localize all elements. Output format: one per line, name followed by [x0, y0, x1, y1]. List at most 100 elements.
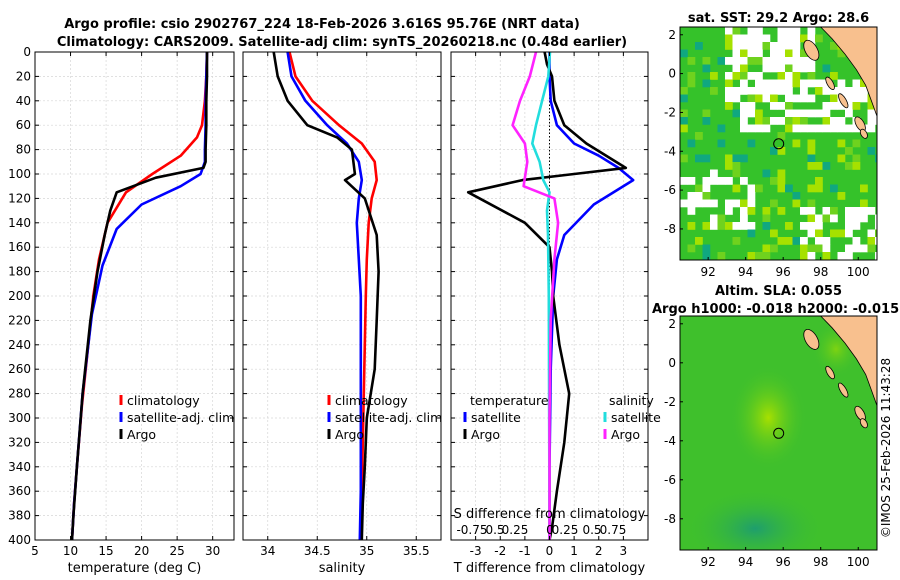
sst-cell — [732, 34, 741, 43]
sst-cell — [747, 109, 756, 118]
sst-cell — [845, 252, 853, 260]
sst-cell — [822, 64, 831, 73]
sst-cell — [755, 117, 763, 125]
sst-cell — [770, 57, 778, 65]
sst-cell — [830, 259, 838, 260]
sst-cell — [800, 64, 808, 73]
sst-cell — [695, 154, 703, 163]
sst-cell — [837, 87, 846, 95]
sst-cell — [747, 94, 756, 103]
sst-cell — [740, 222, 748, 230]
sla-low-anomaly — [685, 488, 826, 550]
sst-cell — [747, 42, 756, 50]
diff-xtick-label: -2 — [494, 544, 506, 558]
sst-cell — [755, 57, 763, 65]
sla-high-anomaly — [718, 350, 829, 501]
sst-cell — [800, 244, 808, 253]
sst-cell — [785, 237, 793, 245]
temp-xtick-label: 25 — [170, 544, 185, 558]
panel-difference: -3 -2 -1 0 1 2 3 T difference from climatology t… — [450, 51, 661, 576]
sst-cell — [785, 72, 793, 80]
sst-cell — [845, 124, 853, 133]
sst-cell — [695, 42, 703, 50]
sst-cell — [680, 154, 688, 163]
sst-cell — [770, 49, 778, 58]
sst-cell — [732, 154, 741, 163]
sla_map-xtick-label: 94 — [738, 555, 753, 569]
sla_map-ytick-label: -8 — [664, 512, 676, 526]
sst-cell — [860, 94, 868, 103]
depth-tick-label: 20 — [16, 69, 31, 83]
sst-cell — [770, 229, 778, 238]
sst-cell — [830, 229, 838, 238]
depth-tick-label: 240 — [8, 338, 31, 352]
sst-cell — [822, 162, 831, 170]
sst-cell — [822, 117, 831, 125]
sst-cell — [822, 102, 831, 110]
sst-cell — [680, 109, 688, 118]
sla_map-xtick-label: 92 — [701, 555, 716, 569]
sst-cell — [867, 237, 876, 245]
sst-cell — [725, 154, 733, 163]
temp-xtick-label: 15 — [98, 544, 113, 558]
sst-cell — [785, 184, 793, 193]
sst_map-frame — [679, 26, 878, 261]
sst-cell — [747, 192, 756, 200]
sst-cell — [875, 117, 877, 125]
island — [859, 418, 868, 429]
sst-cell — [725, 207, 733, 215]
diff-top-tick-label: -0.75 — [456, 523, 487, 537]
sumatra-land — [820, 316, 877, 406]
sst-cell — [792, 64, 801, 73]
sst-cell — [807, 222, 816, 230]
sst-cell — [875, 237, 877, 245]
sst-cell — [875, 229, 877, 238]
sst-cell — [777, 147, 786, 155]
sst-cell — [792, 237, 801, 245]
sst-cell — [800, 252, 808, 260]
temp-xtick-label: 30 — [205, 544, 220, 558]
sst-cell — [702, 117, 711, 125]
sst-cell — [747, 252, 756, 260]
sst-cell — [740, 49, 748, 58]
sst_map-ytick-label: 2 — [668, 28, 676, 42]
depth-tick-label: 160 — [8, 240, 31, 254]
sst-cell — [822, 214, 831, 223]
sst-cell — [875, 252, 877, 260]
sst-cell — [747, 27, 756, 35]
sla_map-ytick-label: -6 — [664, 473, 676, 487]
sst-cell — [710, 177, 718, 185]
sst-cell — [852, 94, 861, 103]
sst-cell — [852, 214, 861, 223]
depth-tick-label: 100 — [8, 167, 31, 181]
diff-xtick-label: 0 — [546, 544, 554, 558]
sst-cell — [830, 94, 838, 103]
sst-cell — [725, 34, 733, 43]
sst-cell — [807, 109, 816, 118]
sst-cell — [770, 177, 778, 185]
sst-cell — [785, 49, 793, 58]
sst-cell — [852, 139, 861, 148]
sst_map-ytick-label: 0 — [668, 67, 676, 81]
sal-legend-label: Argo — [335, 427, 364, 442]
sst-cell — [807, 27, 816, 35]
sst-cell — [747, 207, 756, 215]
sla_map-xtick-label: 100 — [847, 555, 870, 569]
sst-cell — [845, 244, 853, 253]
sst-cell — [770, 102, 778, 110]
sst-cell — [740, 109, 748, 118]
sst-cell — [867, 117, 876, 125]
sla_map-title: Altim. SLA: 0.055 — [715, 284, 842, 299]
sst-cell — [755, 94, 763, 103]
sst_map-ytick-label: -8 — [664, 222, 676, 236]
sst-cell — [822, 237, 831, 245]
sst-cell — [732, 64, 741, 73]
sst-cell — [830, 87, 838, 95]
sst-cell — [845, 229, 853, 238]
diff-series-3 — [511, 51, 560, 540]
sst-cell — [702, 154, 711, 163]
sst-cell — [725, 72, 733, 80]
sst-cell — [852, 244, 861, 253]
